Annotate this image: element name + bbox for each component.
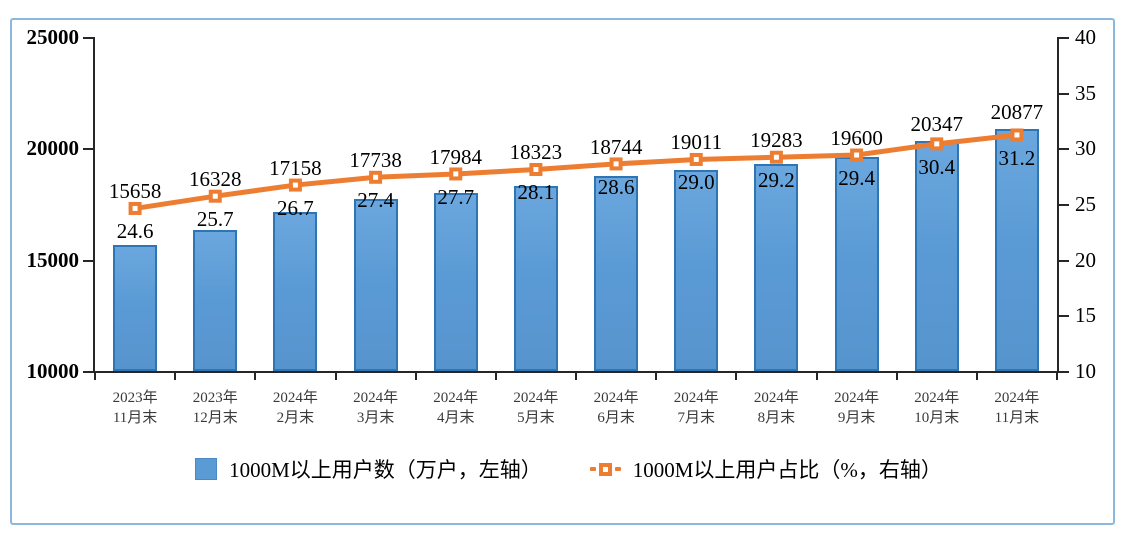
y-axis-right-tick-label: 25 [1075,192,1096,216]
y-axis-right-tick-label: 20 [1075,247,1096,272]
line-value-label: 31.2 [998,145,1036,170]
x-axis-tick [94,373,96,380]
y-axis-right-tick [1059,315,1069,318]
x-axis [93,371,1059,373]
line-value-label: 24.6 [116,219,154,244]
y-axis-right-tick-label: 10 [1075,359,1096,383]
bar-series-swatch-icon [195,458,218,480]
x-axis-category-label: 2024年 9月末 [834,390,880,426]
x-axis-category-label: 2023年 12月末 [192,390,238,426]
x-axis-tick [575,373,577,380]
bar-value-label: 19600 [830,126,883,150]
bar-value-label: 18744 [589,134,643,159]
y-axis-left-tick-label: 15000 [26,247,80,272]
bar-value-label: 17158 [269,156,322,181]
x-axis-tick [494,373,497,380]
bar-value-label: 17984 [429,144,483,169]
y-axis-right-tick-label: 35 [1075,80,1096,105]
x-axis-category-label: 2023年 11月末 [112,390,158,426]
bar-value-label: 15658 [108,179,162,204]
x-axis-category-label: 2024年 10月末 [914,390,960,426]
bar [193,230,238,371]
y-axis-left-tick-label: 10000 [26,359,80,383]
y-axis-right-tick [1059,371,1069,373]
line-value-label: 28.6 [597,174,635,199]
x-axis-tick [815,373,818,380]
bar [433,193,478,371]
y-axis-right [1057,37,1059,373]
y-axis-right-tick-label: 40 [1075,25,1096,49]
bar [273,211,318,371]
x-axis-category-label: 2024年 7月末 [673,390,719,426]
line-value-label: 28.1 [517,180,555,205]
bar-value-label: 20877 [990,99,1044,124]
y-axis-right-tick [1059,92,1069,95]
bar [113,245,158,371]
chart-legend: 1000M以上用户数（万户，左轴） 1000M以上用户占比（%，右轴） [0,448,1137,490]
bar [914,140,959,371]
bar-value-label: 18323 [509,140,563,165]
bar [754,164,799,371]
line-value-label: 27.4 [357,188,394,213]
x-axis-category-label: 2024年 3月末 [353,390,399,426]
bar-value-label: 17738 [349,148,402,173]
y-axis-left-tick [83,371,93,373]
x-axis-tick [334,373,337,380]
line-series-marker-icon [589,462,621,476]
x-axis-tick [655,373,658,380]
x-axis-category-label: 2024年 8月末 [753,390,799,426]
x-axis-tick [975,373,978,380]
line-value-label: 29.4 [838,166,875,190]
x-axis-tick [895,373,898,380]
legend-item-line: 1000M以上用户占比（%，右轴） [589,454,942,484]
legend-label-bars: 1000M以上用户数（万户，左轴） [229,458,542,482]
y-axis-right-tick [1059,148,1069,151]
bar-value-label: 16328 [189,167,242,192]
bar-value-label: 19283 [750,128,803,153]
x-axis-category-label: 2024年 5月末 [513,390,559,426]
x-axis-category-label: 2024年 6月末 [593,390,639,426]
x-axis-category-label: 2024年 4月末 [433,390,479,426]
y-axis-right-tick [1059,259,1069,262]
y-axis-right-tick-label: 15 [1075,303,1096,328]
x-axis-category-label: 2024年 2月末 [272,390,318,426]
line-value-label: 25.7 [196,207,234,232]
x-axis-tick [174,373,177,380]
x-axis-tick [414,373,417,380]
bar-value-label: 20347 [910,111,964,136]
line-value-label: 29.0 [677,170,715,195]
y-axis-left-tick-label: 25000 [26,25,80,49]
bar [513,185,558,371]
y-axis-right-tick [1059,37,1069,39]
x-axis-tick [254,373,257,380]
bar-value-label: 19011 [670,130,723,155]
bar [594,176,639,371]
legend-label-line: 1000M以上用户占比（%，右轴） [632,458,942,482]
y-axis-right-tick [1059,204,1069,206]
y-axis-left-tick [83,148,93,151]
bar [353,198,398,371]
x-axis-tick [1056,373,1058,380]
y-axis-left [93,37,95,373]
line-value-label: 26.7 [277,196,314,221]
bar [834,157,879,371]
y-axis-right-tick-label: 30 [1075,136,1096,161]
x-axis-tick [735,373,738,380]
y-axis-left-tick [83,37,93,39]
line-value-label: 30.4 [918,154,956,179]
x-axis-category-label: 2024年 11月末 [994,390,1040,426]
y-axis-left-tick-label: 20000 [26,136,80,161]
y-axis-left-tick [83,259,93,262]
line-value-label: 29.2 [758,168,795,193]
line-value-label: 27.7 [437,184,475,209]
legend-item-bars: 1000M以上用户数（万户，左轴） [195,454,542,484]
bar [674,170,719,371]
